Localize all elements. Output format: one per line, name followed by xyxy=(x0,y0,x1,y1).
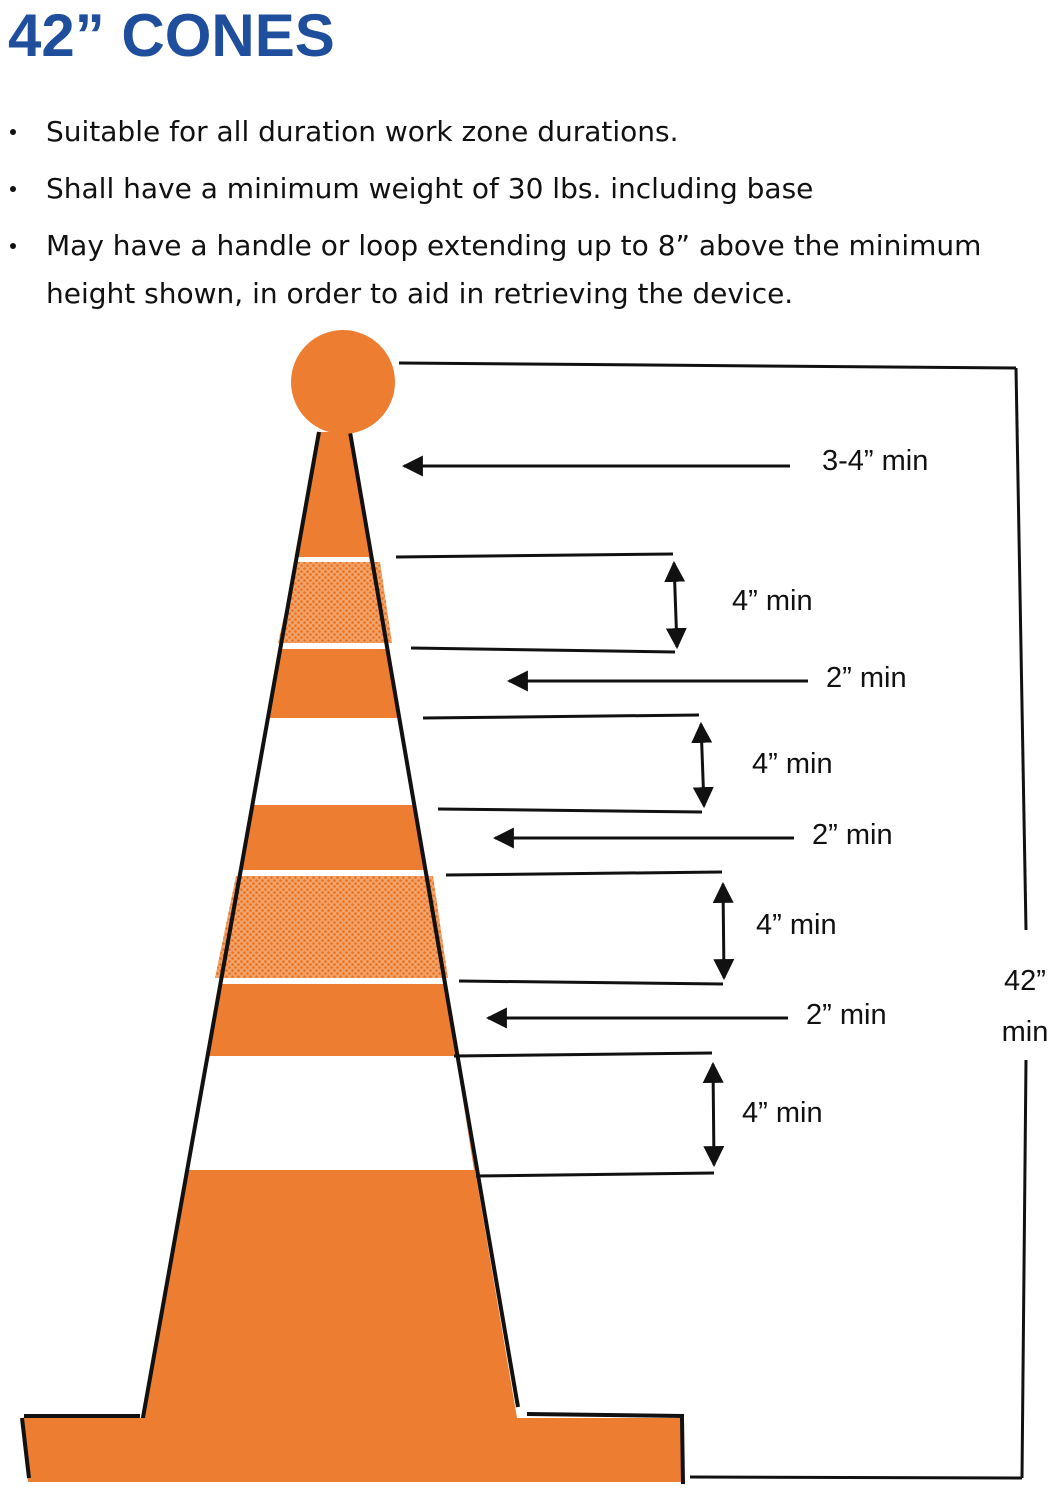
gap-1-label: 2” min xyxy=(826,662,907,694)
gap-3-label: 2” min xyxy=(806,999,887,1031)
base-right-edge xyxy=(680,1417,685,1485)
cone-right-edge xyxy=(348,431,520,1408)
stripe-1-dimension-arrow xyxy=(664,560,687,650)
height-vertical-line-lower xyxy=(1020,1059,1028,1479)
bullet-weight: Shall have a minimum weight of 30 lbs. i… xyxy=(0,165,1060,213)
bullet-handle: May have a handle or loop extending up t… xyxy=(0,222,1060,318)
base-top-right-edge xyxy=(526,1412,685,1418)
reflective-stripe-1 xyxy=(278,562,392,643)
base-left-edge xyxy=(20,1417,31,1479)
top-band-label: 3-4” min xyxy=(822,445,928,477)
height-bottom-line xyxy=(689,1475,1023,1480)
stripe-3-label: 4” min xyxy=(756,909,837,941)
bullet-duration: Suitable for all duration work zone dura… xyxy=(0,108,1060,156)
white-stripe-3 xyxy=(252,718,414,805)
bullet-dot-icon xyxy=(10,129,16,135)
cone-left-edge xyxy=(140,431,321,1424)
requirements-list: Suitable for all duration work zone dura… xyxy=(0,108,1060,327)
page-title: 42” CONES xyxy=(8,2,335,69)
white-stripe-1 xyxy=(296,557,370,562)
white-stripe-2 xyxy=(278,643,386,649)
reflective-stripe-2 xyxy=(215,876,448,978)
stripe-4-dimension-arrow xyxy=(702,1061,725,1168)
white-stripe-5 xyxy=(217,978,447,984)
bullet-text-line-2: height shown, in order to aid in retriev… xyxy=(46,277,794,310)
bullet-dot-icon xyxy=(10,186,16,192)
stripe-2-top-line xyxy=(422,713,700,720)
cone-top-knob xyxy=(291,330,395,434)
bullet-text: Shall have a minimum weight of 30 lbs. i… xyxy=(46,172,814,205)
gap-2-label: 2” min xyxy=(812,819,893,851)
height-vertical-line-upper xyxy=(1014,367,1028,931)
stripe-1-label: 4” min xyxy=(732,585,813,617)
stripe-4-label: 4” min xyxy=(742,1097,823,1129)
stripe-1-top-line xyxy=(395,552,674,559)
stripe-3-bottom-line xyxy=(458,979,724,986)
stripe-3-top-line xyxy=(445,870,723,877)
white-stripe-4 xyxy=(237,870,431,876)
stripe-2-label: 4” min xyxy=(752,748,833,780)
height-top-line xyxy=(398,361,1017,370)
total-height-label-line-1: 42” xyxy=(1004,965,1046,997)
bullet-dot-icon xyxy=(10,243,16,249)
stripe-3-dimension-arrow xyxy=(712,881,735,981)
stripe-2-dimension-arrow xyxy=(691,721,714,809)
cone-base xyxy=(22,1418,684,1482)
bullet-text: Suitable for all duration work zone dura… xyxy=(46,115,679,148)
bullet-text-line-1: May have a handle or loop extending up t… xyxy=(46,229,982,262)
stripe-4-bottom-line xyxy=(475,1171,715,1178)
stripe-2-bottom-line xyxy=(437,807,703,814)
white-stripe-6 xyxy=(188,1056,474,1170)
total-height-label-line-2: min xyxy=(1002,1016,1049,1048)
stripe-1-bottom-line xyxy=(410,646,676,654)
stripe-4-top-line xyxy=(453,1051,713,1058)
